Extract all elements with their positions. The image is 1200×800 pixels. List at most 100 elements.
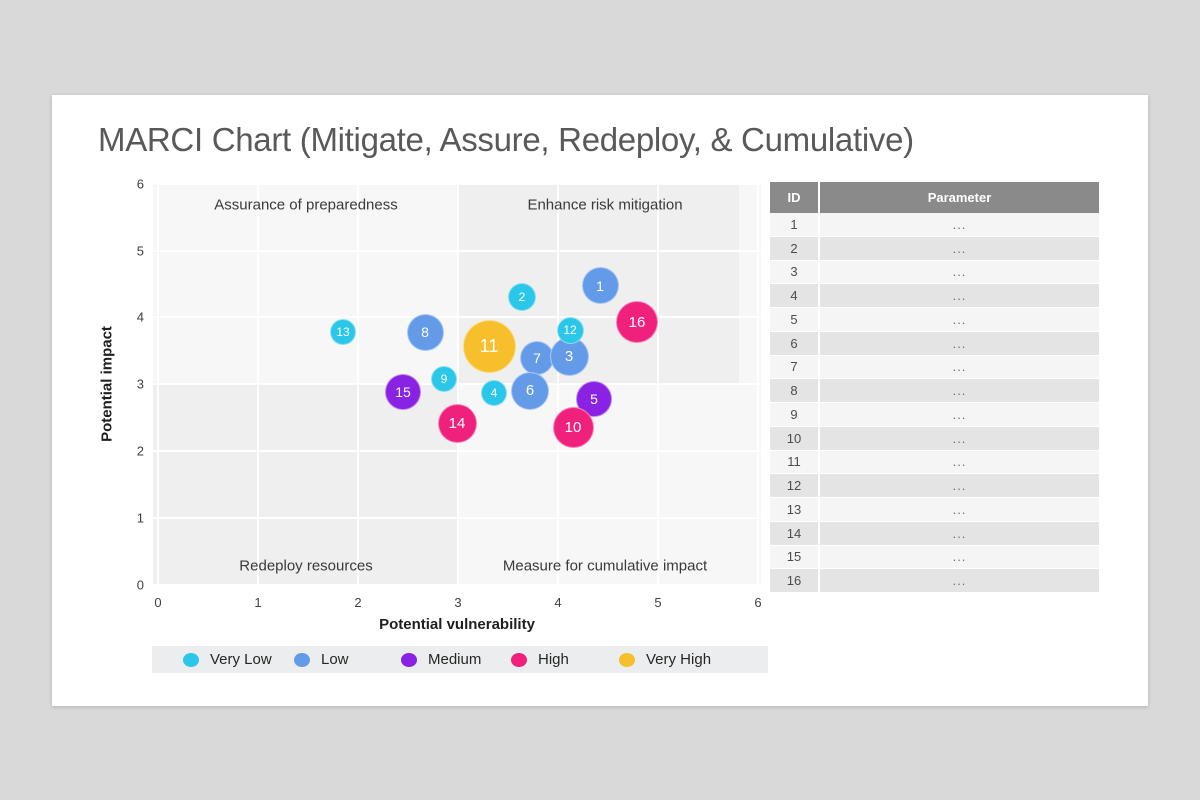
table-cell-parameter: ... (820, 284, 1099, 307)
legend-label: Medium (428, 651, 482, 668)
table-body: 1... 2... 3... 4... 5... 6... 7... 8... 9... 10..… (770, 213, 1099, 593)
legend-swatch-icon (511, 652, 527, 667)
legend-swatch-icon (294, 652, 310, 667)
bubble-11[interactable]: 11 (462, 319, 516, 373)
bubble-4[interactable]: 4 (481, 379, 507, 406)
bubble-13[interactable]: 13 (330, 319, 356, 346)
bubble-16[interactable]: 16 (616, 301, 658, 344)
table-header-parameter: Parameter (820, 182, 1099, 213)
table-cell-id: 4 (770, 284, 818, 307)
quadrant-label-bottom-left: Redeploy resources (239, 557, 373, 575)
x-tick-label: 1 (254, 595, 262, 610)
table-cell-id: 13 (770, 498, 818, 521)
bubble-12[interactable]: 12 (556, 316, 584, 344)
table-row: 7... (770, 355, 1099, 380)
gridline-horizontal (153, 249, 761, 252)
table-cell-parameter: ... (820, 260, 1099, 284)
x-axis-title: Potential vulnerability (379, 616, 535, 633)
gridline-horizontal (153, 383, 761, 386)
table-row: 15... (770, 545, 1099, 570)
table-cell-parameter: ... (820, 355, 1099, 379)
quadrant-bottom-left-shade (153, 384, 458, 586)
table-cell-parameter: ... (820, 213, 1099, 236)
table-cell-id: 7 (770, 355, 818, 379)
table-cell-id: 1 (770, 213, 818, 236)
table-header-id: ID (770, 182, 818, 213)
table-cell-id: 2 (770, 236, 818, 260)
legend-label: Very High (646, 651, 712, 668)
slide-card: MARCI Chart (Mitigate, Assure, Redeploy,… (52, 95, 1148, 706)
gridline-horizontal (153, 584, 761, 586)
table-cell-parameter: ... (820, 403, 1099, 426)
gridline-horizontal (153, 517, 761, 520)
quadrant-label-top-left: Assurance of preparedness (214, 196, 398, 214)
table-cell-id: 16 (770, 569, 818, 592)
legend-label: Low (321, 651, 349, 668)
table-cell-parameter: ... (820, 498, 1099, 521)
table-row: 8... (770, 379, 1099, 403)
legend-swatch-icon (183, 652, 199, 667)
table-row: 9... (770, 403, 1099, 427)
table-row: 3... (770, 260, 1099, 285)
table-cell-parameter: ... (820, 450, 1099, 474)
gridline-horizontal (153, 316, 761, 319)
bubble-6[interactable]: 6 (511, 371, 549, 410)
x-tick-label: 4 (554, 595, 562, 610)
table-cell-parameter: ... (820, 379, 1099, 402)
legend-item-medium[interactable]: Medium (401, 646, 481, 673)
y-tick-label: 1 (136, 510, 144, 526)
table-cell-parameter: ... (820, 308, 1099, 331)
table-row: 13... (770, 498, 1099, 522)
bubble-1[interactable]: 1 (581, 267, 619, 305)
table-cell-id: 14 (770, 521, 818, 545)
y-tick-label: 4 (136, 309, 144, 325)
table-cell-parameter: ... (820, 426, 1099, 450)
table-row: 1... (770, 213, 1099, 237)
legend-item-high[interactable]: High (511, 646, 569, 673)
table-cell-id: 3 (770, 260, 818, 284)
legend-item-low[interactable]: Low (294, 646, 349, 673)
table-row: 10... (770, 426, 1099, 451)
bubble-9[interactable]: 9 (431, 365, 457, 392)
table-cell-parameter: ... (820, 521, 1099, 545)
table-cell-parameter: ... (820, 569, 1099, 592)
x-tick-label: 0 (154, 595, 162, 610)
legend-swatch-icon (619, 652, 635, 667)
y-tick-label: 0 (136, 577, 144, 593)
page-title: MARCI Chart (Mitigate, Assure, Redeploy,… (98, 121, 914, 158)
gridline-horizontal (153, 450, 761, 453)
legend-label: High (538, 651, 569, 668)
y-tick-label: 2 (136, 443, 144, 459)
bubble-15[interactable]: 15 (385, 373, 421, 410)
table-cell-id: 15 (770, 545, 818, 569)
table-cell-id: 9 (770, 403, 818, 426)
x-tick-label: 3 (454, 595, 462, 610)
table-row: 11... (770, 450, 1099, 475)
bubble-14[interactable]: 14 (437, 404, 477, 444)
quadrant-label-top-right: Enhance risk mitigation (527, 196, 683, 214)
table-cell-id: 11 (770, 450, 818, 474)
y-axis-title: Potential impact (98, 326, 116, 442)
parameter-table: ID Parameter 1... 2... 3... 4... 5... 6... 7..… (770, 182, 1099, 593)
bubble-7[interactable]: 7 (520, 341, 554, 376)
y-tick-label: 3 (136, 376, 144, 392)
table-cell-id: 6 (770, 331, 818, 355)
table-row: 16... (770, 569, 1099, 593)
legend-item-very-low[interactable]: Very Low (183, 646, 272, 673)
table-cell-id: 5 (770, 308, 818, 331)
table-cell-parameter: ... (820, 545, 1099, 569)
legend-item-very-high[interactable]: Very High (619, 646, 711, 673)
bubble-8[interactable]: 8 (406, 313, 444, 351)
plot-area: Assurance of preparedness Enhance risk m… (153, 183, 761, 586)
table-cell-id: 10 (770, 426, 818, 450)
x-tick-label: 5 (654, 595, 662, 610)
x-tick-label: 2 (354, 595, 362, 610)
bubble-10[interactable]: 10 (552, 407, 594, 449)
legend-label: Very Low (210, 651, 272, 668)
y-tick-label: 6 (136, 176, 144, 192)
table-cell-parameter: ... (820, 236, 1099, 260)
table-header-row: ID Parameter (770, 182, 1099, 213)
y-tick-label: 5 (136, 243, 144, 258)
bubble-2[interactable]: 2 (508, 282, 536, 311)
